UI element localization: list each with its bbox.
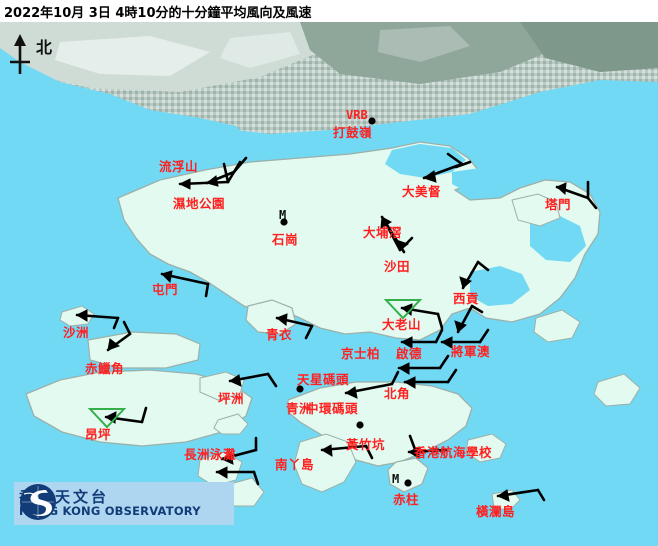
wind-barb-kings-park <box>400 328 444 349</box>
station-label-tai-mei-tuk[interactable]: 大美督 <box>402 184 442 199</box>
highland-triangle-ngong-ping <box>87 408 127 429</box>
wind-barb-tai-mei-tuk <box>422 152 472 183</box>
map-geography <box>0 22 658 546</box>
station-label-lau-fau-shan[interactable]: 流浮山 <box>159 159 199 174</box>
title-bar: 2022年10月 3日 4時10分的十分鐘平均風向及風速 <box>0 0 658 22</box>
wind-barb-wetland-park <box>205 156 248 187</box>
wind-barb-tap-mun <box>555 180 598 210</box>
hko-logo: 香港天文台 HONG KONG OBSERVATORY <box>14 482 234 525</box>
station-label-sha-chau[interactable]: 沙洲 <box>63 325 90 340</box>
hong-kong-island <box>287 381 473 467</box>
station-label-star-ferry[interactable]: 天星碼頭 <box>297 372 350 387</box>
station-dot-wong-chuk-hang <box>356 421 364 429</box>
station-label-tate-s-cairn[interactable]: 大老山 <box>382 317 422 332</box>
station-label-peng-chau[interactable]: 坪洲 <box>218 391 245 406</box>
wind-barb-central-pier <box>344 370 400 399</box>
mainland-china <box>0 22 658 134</box>
hko-swirl-logo-icon <box>20 484 56 520</box>
port-shelter <box>470 266 530 306</box>
station-dot-shek-kong <box>280 218 288 226</box>
wind-barb-tseung-kwan-o <box>454 304 484 334</box>
island-east <box>593 373 641 407</box>
hei-ling-chau <box>213 413 249 435</box>
station-dot-green-island <box>296 385 304 393</box>
station-label-green-island[interactable]: 青洲 <box>286 401 313 416</box>
station-dot-stanley <box>404 479 412 487</box>
wind-flag-vrb-ta-kwu-ling: VRB <box>346 108 368 122</box>
wind-barb-sea-school <box>407 434 448 459</box>
wind-barb-sha-chau <box>75 309 120 330</box>
station-label-stanley[interactable]: 赤柱 <box>393 492 420 507</box>
wind-barb-sha-tin <box>382 218 414 252</box>
tung-lung-chau <box>465 433 507 463</box>
wind-barb-cheung-chau-beach <box>220 436 258 465</box>
station-label-shek-kong[interactable]: 石崗 <box>272 232 299 247</box>
wind-barb-sai-kung <box>459 260 490 290</box>
hong-kong-wind-map: 北 VRB 打鼓嶺 流浮山 濕地公園 M 石崗 大美督 塔門 大埔滘 沙田 西貢… <box>0 22 658 546</box>
compass-north: 北 <box>6 30 66 80</box>
chek-lap-kok <box>87 331 201 369</box>
wind-barbs-layer <box>75 117 598 502</box>
station-label-sea-school[interactable]: 香港航海學校 <box>414 445 493 460</box>
station-label-cheung-chau-beach[interactable]: 長洲泳灘 <box>184 447 237 462</box>
wind-barb-tuen-mun <box>160 270 210 298</box>
wind-flag-m-stanley: M <box>392 472 400 486</box>
station-label-wong-chuk-hang[interactable]: 黃竹坑 <box>346 437 386 452</box>
wind-barb-lamma-island <box>320 444 374 460</box>
station-label-central-pier[interactable]: 中環碼頭 <box>306 401 359 416</box>
wind-barb-star-ferry <box>397 354 450 375</box>
station-label-waglan-island[interactable]: 橫瀾島 <box>476 504 516 519</box>
station-label-kings-park[interactable]: 京士柏 <box>341 346 381 361</box>
long-harbour <box>530 216 586 262</box>
wind-barb-chek-lap-kok <box>106 320 132 352</box>
page-title: 2022年10月 3日 4時10分的十分鐘平均風向及風速 <box>4 6 312 21</box>
wind-barb-peng-chau <box>228 372 278 388</box>
highland-triangle-tate-s-cairn <box>383 299 423 320</box>
station-label-tsing-yi[interactable]: 青衣 <box>266 327 293 342</box>
station-label-chek-lap-kok[interactable]: 赤鱲角 <box>85 361 125 376</box>
tolo-channel <box>452 168 512 194</box>
station-label-tseung-kwan-o[interactable]: 將軍澳 <box>451 344 491 359</box>
clear-water-bay <box>533 309 581 343</box>
wind-flag-m-shek-kong: M <box>279 208 287 222</box>
lantau-island <box>25 369 253 447</box>
station-label-lamma-island[interactable]: 南丫島 <box>275 457 315 472</box>
highland-markers <box>87 299 423 429</box>
station-label-tuen-mun[interactable]: 屯門 <box>152 282 179 297</box>
tap-mun-island <box>511 193 561 227</box>
wind-barb-cheung-chau <box>215 466 260 486</box>
stanley-peninsula <box>387 457 429 493</box>
station-label-ta-kwu-ling[interactable]: 打鼓嶺 <box>333 125 373 140</box>
station-label-tap-mun[interactable]: 塔門 <box>545 197 572 212</box>
compass-north-label: 北 <box>36 38 53 57</box>
hko-name-en: HONG KONG OBSERVATORY <box>19 504 201 519</box>
tsing-yi <box>245 299 297 335</box>
station-label-sha-tin[interactable]: 沙田 <box>384 259 411 274</box>
station-label-kai-tak[interactable]: 啟德 <box>396 346 423 361</box>
wind-barb-north-point <box>403 368 458 389</box>
wind-barb-tsing-yi <box>275 313 314 340</box>
wind-barb-kai-tak <box>440 328 490 349</box>
station-label-wetland-park[interactable]: 濕地公園 <box>173 196 226 211</box>
deep-bay <box>0 82 250 152</box>
wind-barb-waglan-island <box>496 488 546 502</box>
station-dot-ta-kwu-ling <box>368 117 376 125</box>
station-label-sai-kung[interactable]: 西貢 <box>453 291 480 306</box>
station-label-tai-po-kau[interactable]: 大埔滘 <box>363 225 403 240</box>
station-label-north-point[interactable]: 北角 <box>384 386 411 401</box>
station-label-ngong-ping[interactable]: 昂坪 <box>85 427 112 442</box>
